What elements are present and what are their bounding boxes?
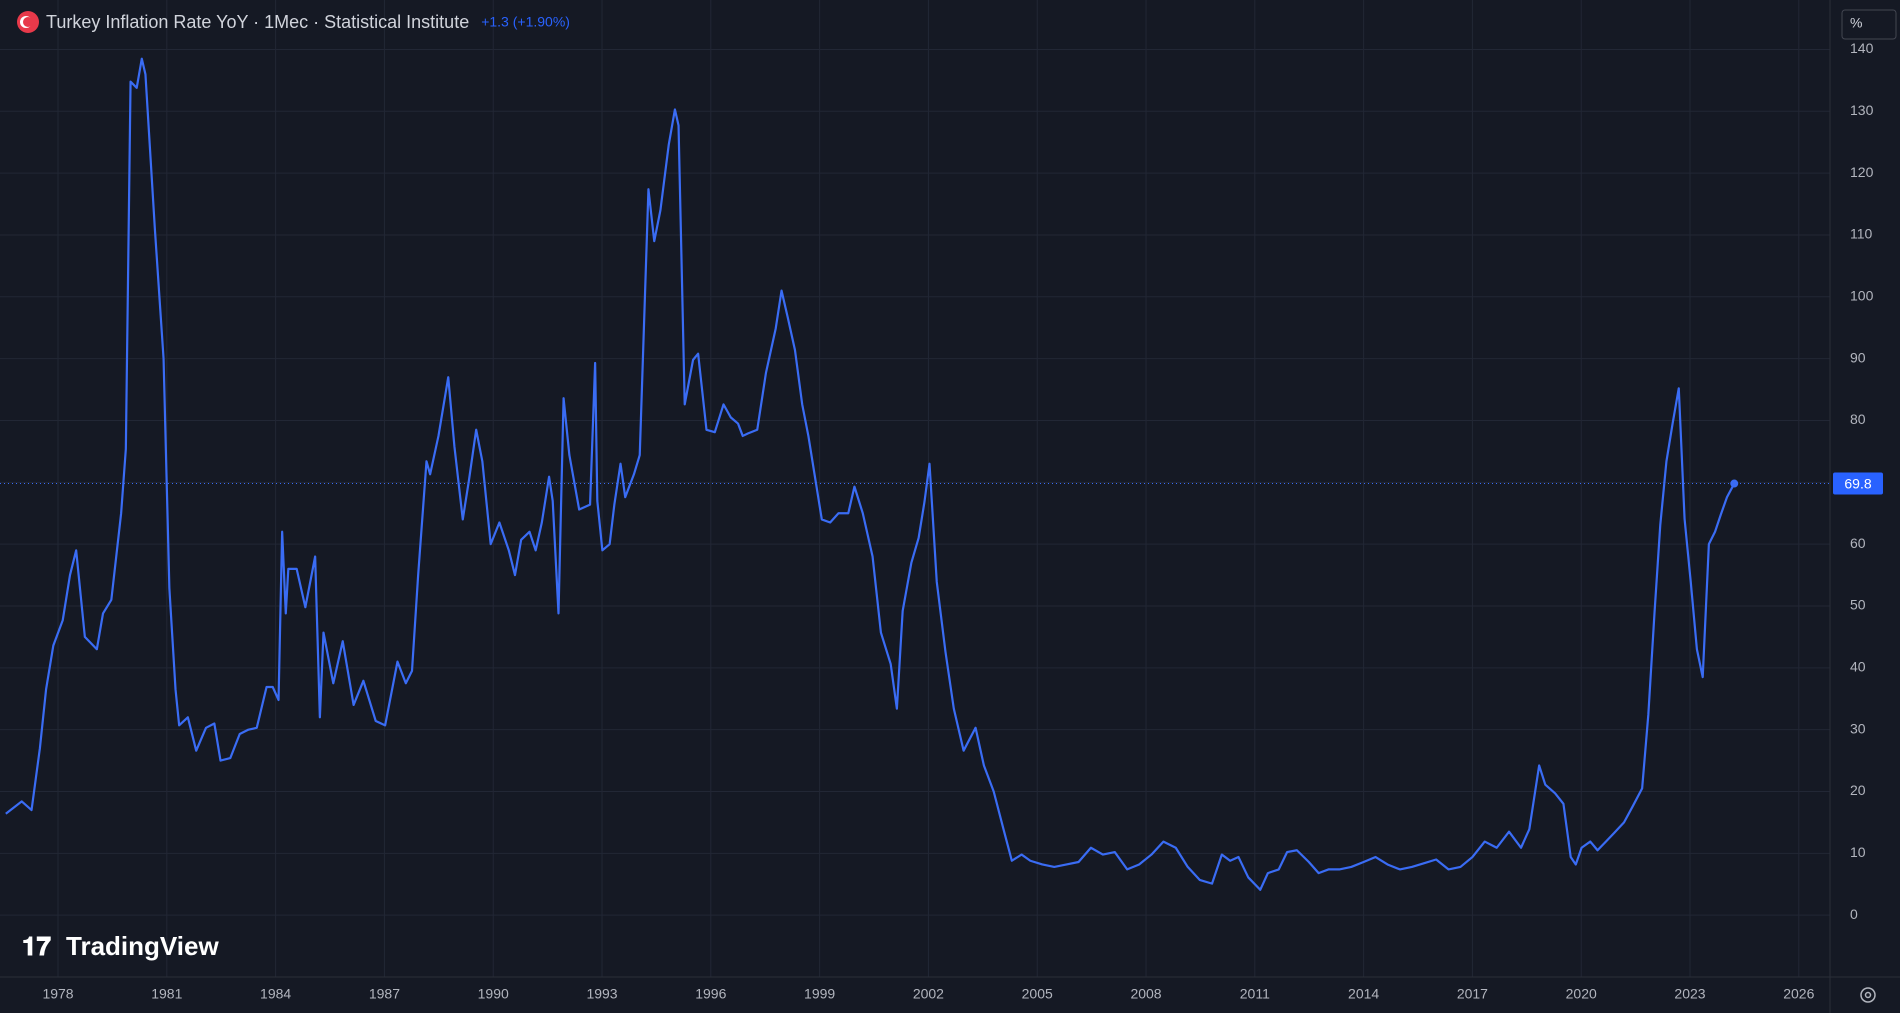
x-tick-label: 2008 — [1130, 986, 1161, 1002]
y-tick-label: 100 — [1850, 288, 1874, 304]
x-tick-label: 1987 — [369, 986, 400, 1002]
series-line — [5, 57, 1736, 891]
y-tick-label: 30 — [1850, 720, 1866, 736]
x-tick-label: 2023 — [1674, 986, 1705, 1002]
x-tick-label: 1990 — [478, 986, 509, 1002]
x-tick-label: 2014 — [1348, 986, 1379, 1002]
watermark-text: TradingView — [66, 931, 219, 961]
y-tick-label: 140 — [1850, 40, 1874, 56]
unit-box[interactable] — [1841, 9, 1897, 40]
y-tick-label: 120 — [1850, 164, 1874, 180]
last-point — [1730, 479, 1739, 488]
watermark-logo: 𝟏𝟕 — [22, 931, 51, 961]
y-tick-label: 60 — [1850, 535, 1866, 551]
settings-icon-center — [1864, 991, 1872, 999]
unit-label: % — [1850, 15, 1862, 31]
x-tick-label: 1999 — [804, 986, 835, 1002]
chart-title: Turkey Inflation Rate YoY · 1Mec · Stati… — [46, 12, 469, 32]
y-tick-label: 50 — [1850, 597, 1866, 613]
y-tick-label: 20 — [1850, 782, 1866, 798]
x-tick-label: 2026 — [1783, 986, 1814, 1002]
watermark: 𝟏𝟕 TradingView — [22, 931, 219, 961]
y-tick-label: 130 — [1850, 102, 1874, 118]
x-tick-label: 2017 — [1457, 986, 1488, 1002]
x-tick-label: 2011 — [1240, 986, 1270, 1002]
y-tick-label: 110 — [1850, 226, 1873, 242]
x-tick-label: 1978 — [42, 986, 73, 1002]
x-tick-label: 2020 — [1566, 986, 1597, 1002]
last-value-label: 69.8 — [1844, 475, 1871, 491]
y-tick-label: 80 — [1850, 411, 1866, 427]
y-tick-label: 40 — [1850, 659, 1866, 675]
y-tick-label: 0 — [1850, 906, 1858, 922]
x-tick-label: 1996 — [695, 986, 726, 1002]
x-tick-label: 1993 — [586, 986, 617, 1002]
settings-icon[interactable] — [1860, 987, 1876, 1003]
change-label: +1.3 (+1.90%) — [481, 14, 570, 30]
y-tick-label: 90 — [1850, 349, 1866, 365]
x-tick-label: 2002 — [913, 986, 944, 1002]
header: Turkey Inflation Rate YoY · 1Mec · Stati… — [17, 11, 570, 33]
x-tick-label: 1984 — [260, 986, 291, 1002]
plot-area — [0, 57, 1830, 891]
x-tick-label: 1981 — [151, 986, 182, 1002]
last-value-box — [1833, 472, 1883, 495]
flag-crescent-cut — [23, 17, 33, 27]
x-tick-label: 2005 — [1022, 986, 1053, 1002]
y-tick-label: 10 — [1850, 844, 1866, 860]
